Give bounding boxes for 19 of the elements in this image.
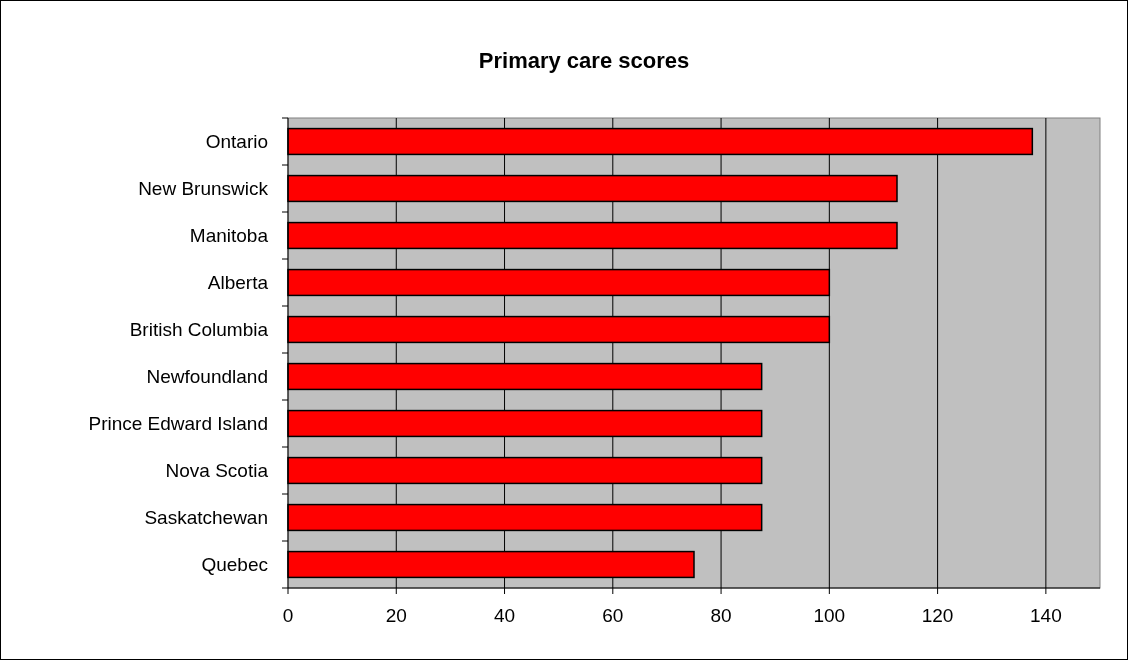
x-tick-label: 40 [493, 605, 516, 626]
x-tick-label: 20 [385, 605, 407, 626]
y-tick-label: British Columbia [129, 319, 269, 341]
x-tick-label: 140 [1030, 605, 1062, 626]
x-tick-label: 80 [710, 605, 732, 626]
y-tick-label: Ontario [205, 131, 268, 153]
y-tick-label: Quebec [201, 554, 268, 576]
x-tick-label: 0 [282, 605, 294, 626]
y-tick-label: Saskatchewan [144, 507, 268, 529]
y-tick-label: Manitoba [189, 225, 269, 247]
x-tick-label: 120 [921, 605, 954, 626]
x-tick-label: 60 [602, 605, 624, 626]
chart-title: Primary care scores [478, 48, 690, 73]
x-tick-label: 100 [813, 605, 846, 626]
y-tick-label: Alberta [207, 272, 269, 294]
y-tick-label: Nova Scotia [165, 460, 269, 482]
y-tick-label: Newfoundland [146, 366, 268, 388]
y-tick-label: Prince Edward Island [88, 413, 268, 435]
y-tick-label: New Brunswick [138, 178, 269, 200]
